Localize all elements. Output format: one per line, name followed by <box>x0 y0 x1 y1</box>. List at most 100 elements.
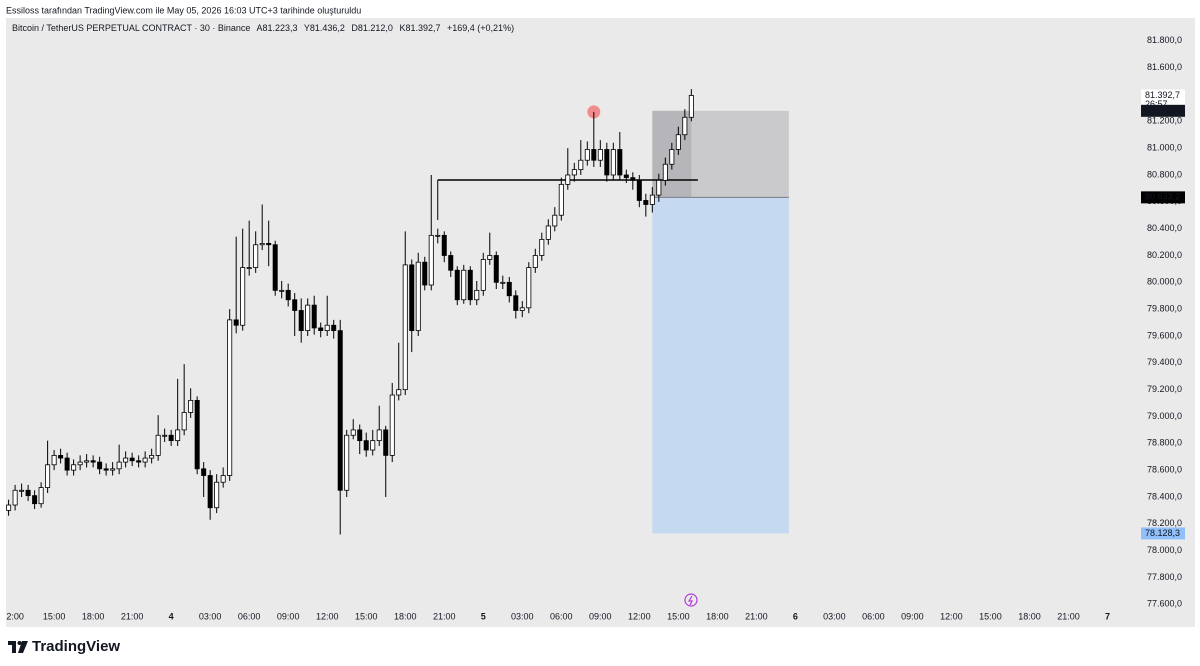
y-tick-label: 81.000,0 <box>1147 143 1182 153</box>
candle-body <box>188 399 194 413</box>
y-tick-label: 78.400,0 <box>1147 491 1182 501</box>
x-tick-label: 21:00 <box>1057 611 1080 621</box>
candle-body <box>461 269 467 301</box>
event-icon-bolt <box>687 595 693 606</box>
y-tick-label: 79.000,0 <box>1147 411 1182 421</box>
x-tick-label: 2:00 <box>6 611 24 621</box>
candle-body <box>149 454 155 459</box>
x-tick-label: 06:00 <box>862 611 885 621</box>
candle-body <box>402 264 408 391</box>
candle-body <box>272 244 278 291</box>
candle-body <box>448 255 454 271</box>
price-badge-label: 80.633,2 <box>1145 192 1180 202</box>
candle-body <box>630 177 636 181</box>
candle-body <box>578 159 584 171</box>
candle-body <box>558 183 564 216</box>
legend: Bitcoin / TetherUS PERPETUAL CONTRACT · … <box>12 23 514 33</box>
candle-body <box>357 429 363 442</box>
candle-body <box>409 264 415 332</box>
candle-body <box>337 330 343 491</box>
ohlc-high: Y81.436,2 <box>304 23 345 33</box>
candle-body <box>480 259 486 291</box>
y-tick-label: 80.800,0 <box>1147 169 1182 179</box>
x-tick-label: 4 <box>169 611 174 621</box>
candle-body <box>526 267 532 309</box>
event-icon[interactable] <box>684 593 698 607</box>
x-tick-label: 15:00 <box>43 611 66 621</box>
x-tick-label: 09:00 <box>589 611 612 621</box>
brand: TradingView <box>32 638 120 655</box>
y-tick-label: 78.800,0 <box>1147 438 1182 448</box>
candle-body <box>12 489 18 506</box>
candle-body <box>51 454 57 466</box>
candle-body <box>350 429 356 436</box>
y-tick-label: 77.800,0 <box>1147 572 1182 582</box>
y-tick-label: 78.600,0 <box>1147 465 1182 475</box>
x-tick-label: 06:00 <box>550 611 573 621</box>
candle-body <box>682 116 688 136</box>
logo-mark <box>8 641 16 653</box>
candle-body <box>519 307 525 311</box>
candle-body <box>175 429 181 442</box>
candle-body <box>90 460 96 463</box>
candle-body <box>162 434 168 437</box>
candle-body <box>201 468 207 476</box>
candle-body <box>344 434 350 491</box>
candle-body <box>292 299 298 311</box>
candle-body <box>688 95 694 118</box>
candle-body <box>474 289 480 301</box>
x-tick-label: 03:00 <box>511 611 534 621</box>
y-tick-label: 81.200,0 <box>1147 116 1182 126</box>
y-tick-label: 78.000,0 <box>1147 545 1182 555</box>
x-tick-label: 18:00 <box>706 611 729 621</box>
candle-body <box>617 149 623 176</box>
candle-body <box>662 163 668 181</box>
symbol: Bitcoin / TetherUS PERPETUAL CONTRACT · … <box>12 23 250 33</box>
candle-body <box>324 324 330 332</box>
candle-body <box>376 429 382 442</box>
candle-body <box>214 481 220 509</box>
candle-body <box>532 255 538 268</box>
x-tick-label: 21:00 <box>745 611 768 621</box>
candle-body <box>220 475 226 483</box>
candle-body <box>669 149 675 165</box>
candle-body <box>506 281 512 297</box>
candle-body <box>298 310 304 332</box>
candle-body <box>84 460 90 463</box>
candle-body <box>513 295 519 311</box>
candle-body <box>194 399 200 470</box>
y-tick-label: 79.600,0 <box>1147 330 1182 340</box>
candle-body <box>253 244 259 268</box>
plot <box>6 89 789 535</box>
candle-body <box>285 289 291 301</box>
x-tick-label: 18:00 <box>1018 611 1041 621</box>
candle-body <box>32 495 38 505</box>
candle-body <box>383 429 389 456</box>
x-tick-label: 06:00 <box>238 611 261 621</box>
candle-body <box>656 179 662 196</box>
candle-body <box>181 412 187 431</box>
candle-body <box>389 394 395 456</box>
candle-body <box>19 489 25 492</box>
logo: TradingView <box>8 638 120 655</box>
candle-body <box>331 324 337 332</box>
x-tick-label: 21:00 <box>121 611 144 621</box>
candle-body <box>123 457 129 463</box>
candle-body <box>25 489 31 497</box>
x-tick-label: 6 <box>793 611 798 621</box>
candle-body <box>103 468 109 471</box>
candle-body <box>571 169 577 176</box>
candle-body <box>305 304 311 332</box>
caption: Essiloss tarafından TradingView.com ile … <box>6 5 361 15</box>
y-tick-label: 81.800,0 <box>1147 35 1182 45</box>
x-tick-label: 15:00 <box>979 611 1002 621</box>
price-badge <box>1141 191 1185 204</box>
candle-body <box>643 200 649 205</box>
candle-body <box>500 281 506 284</box>
candle-body <box>454 269 460 301</box>
candle-body <box>227 319 233 476</box>
ohlc-low: D81.212,0 <box>351 23 393 33</box>
y-tick-label: 77.600,0 <box>1147 599 1182 609</box>
y-tick-label: 78.200,0 <box>1147 518 1182 528</box>
candle-body <box>493 255 499 283</box>
